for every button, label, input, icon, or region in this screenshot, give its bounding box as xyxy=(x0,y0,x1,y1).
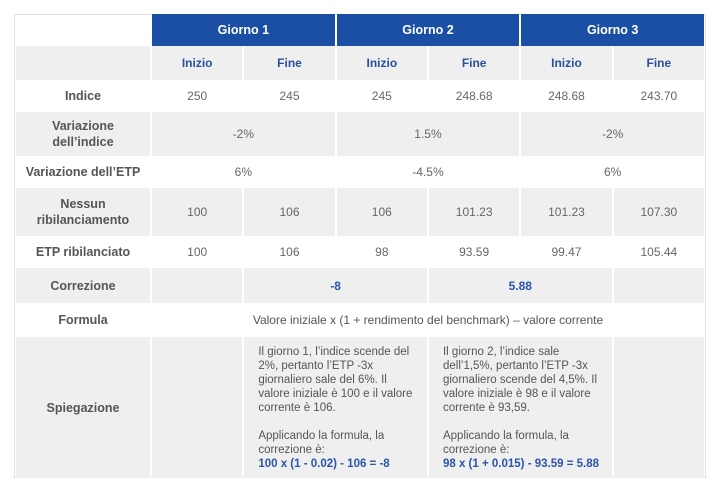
cell: 243.70 xyxy=(640,89,678,103)
cell: 245 xyxy=(279,89,300,103)
cell: -2% xyxy=(152,112,335,156)
explanation-text: Il giorno 1, l’indice scende del 2%, per… xyxy=(258,346,413,414)
col-start: Inizio xyxy=(521,46,612,80)
row-label: Variazione dell’ETP xyxy=(25,165,141,179)
corner-cell xyxy=(16,14,150,46)
cell: 245 xyxy=(371,89,392,103)
col-start: Inizio xyxy=(152,46,243,80)
row-label: Indice xyxy=(64,89,102,103)
row-label: Formula xyxy=(58,313,108,327)
cell: -2% xyxy=(521,112,704,156)
cell: 6% xyxy=(234,165,252,179)
explanation-apply: Applicando la formula, la correzione è: xyxy=(442,430,569,456)
row-label: ETP ribilanciato xyxy=(35,245,131,259)
explanation-formula: 98 x (1 + 0.015) - 93.59 = 5.88 xyxy=(442,458,599,470)
subheader-empty xyxy=(16,46,150,80)
cell: 250 xyxy=(187,89,208,103)
table-row: Variazione dell’indice -2% 1.5% -2% xyxy=(16,112,704,156)
cell: -4.5% xyxy=(412,165,444,179)
col-end: Fine xyxy=(244,46,335,80)
row-label: Nessun ribilanciamento xyxy=(16,188,150,236)
cell-empty xyxy=(613,337,704,478)
cell: 248.68 xyxy=(548,89,585,103)
cell: 106 xyxy=(244,188,335,236)
explanation-day-2: Il giorno 2, l’indice sale dell’1,5%, pe… xyxy=(428,337,612,478)
col-end: Fine xyxy=(428,46,520,80)
rebalancing-table: Giorno 1 Giorno 2 Giorno 3 Inizio Fine I… xyxy=(14,14,706,478)
cell: 1.5% xyxy=(336,112,520,156)
cell: 100 xyxy=(152,188,243,236)
table-row: Formula Valore iniziale x (1 + rendiment… xyxy=(16,303,704,337)
row-label: Correzione xyxy=(16,268,150,303)
formula-text: Valore iniziale x (1 + rendimento del be… xyxy=(252,313,604,327)
cell: 106 xyxy=(336,188,427,236)
cell-empty xyxy=(613,268,704,303)
explanation-text: Il giorno 2, l’indice sale dell’1,5%, pe… xyxy=(442,346,598,414)
cell: 107.30 xyxy=(613,188,704,236)
table-row: Nessun ribilanciamento 100 106 106 101.2… xyxy=(16,188,704,236)
subheader-row: Inizio Fine Inizio Fine Inizio Fine xyxy=(16,46,704,80)
day-header-1: Giorno 1 xyxy=(152,14,335,46)
row-label: Variazione dell’indice xyxy=(16,112,150,156)
cell-empty xyxy=(152,337,243,478)
table-row: ETP ribilanciato 100 106 98 93.59 99.47 … xyxy=(16,236,704,268)
table-row: Correzione -8 5.88 xyxy=(16,268,704,303)
explanation-day-1: Il giorno 1, l’indice scende del 2%, per… xyxy=(244,337,427,478)
cell: 100 xyxy=(187,245,208,259)
day-header-3: Giorno 3 xyxy=(521,14,704,46)
cell: 99.47 xyxy=(551,245,582,259)
table-row: Variazione dell’ETP 6% -4.5% 6% xyxy=(16,156,704,188)
cell-empty xyxy=(152,268,243,303)
explanation-apply: Applicando la formula, la correzione è: xyxy=(258,430,385,456)
explanation-formula: 100 x (1 - 0.02) - 106 = -8 xyxy=(258,458,390,470)
cell: 106 xyxy=(279,245,300,259)
row-label: Spiegazione xyxy=(16,337,150,478)
day-header-2: Giorno 2 xyxy=(336,14,520,46)
table-row: Spiegazione Il giorno 1, l’indice scende… xyxy=(16,337,704,478)
header-row: Giorno 1 Giorno 2 Giorno 3 xyxy=(16,14,704,46)
correction-value: -8 xyxy=(244,268,427,303)
cell: 93.59 xyxy=(459,245,490,259)
cell: 105.44 xyxy=(640,245,678,259)
cell: 6% xyxy=(603,165,622,179)
cell: 248.68 xyxy=(455,89,493,103)
col-end: Fine xyxy=(613,46,704,80)
cell: 101.23 xyxy=(428,188,520,236)
correction-value: 5.88 xyxy=(428,268,612,303)
cell: 101.23 xyxy=(521,188,612,236)
table-row: Indice 250 245 245 248.68 248.68 243.70 xyxy=(16,80,704,112)
cell: 98 xyxy=(375,245,389,259)
col-start: Inizio xyxy=(336,46,427,80)
